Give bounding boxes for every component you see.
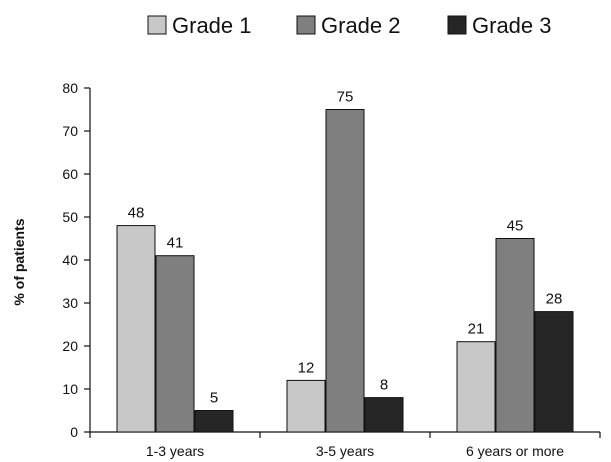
legend: Grade 1 Grade 2 Grade 3 [147, 13, 552, 38]
axes: 0 10 20 30 40 50 60 70 80 1-3 years 3-5 years 6 yea… [62, 80, 601, 459]
legend-swatch-grade-3 [447, 15, 467, 35]
data-label: 45 [507, 218, 524, 235]
legend-swatch-grade-1 [147, 15, 167, 35]
legend-swatch-grade-2 [296, 15, 316, 35]
y-tick-label: 10 [62, 381, 78, 397]
y-tick-label: 20 [62, 338, 78, 354]
bar-grade-2-3-5-years [325, 109, 365, 433]
y-tick-label: 80 [62, 80, 78, 96]
y-tick-label: 70 [62, 123, 78, 139]
bar-grade-3-3-5-years [364, 397, 404, 433]
value-labels: 48 41 5 12 75 8 21 45 28 [128, 89, 563, 407]
bar-grade-3-1-3-years [194, 410, 234, 433]
data-label: 8 [380, 377, 388, 394]
bar-grade-3-6-years-or-more [534, 311, 574, 433]
bar-grade-2-1-3-years [155, 255, 195, 433]
legend-label: Grade 1 [172, 13, 252, 38]
data-label: 75 [337, 89, 354, 106]
bar-grade-1-3-5-years [286, 379, 326, 433]
x-tick-label: 3-5 years [316, 443, 374, 459]
legend-label: Grade 3 [472, 13, 552, 38]
data-label: 48 [128, 205, 145, 222]
y-tick-label: 0 [70, 424, 78, 440]
y-tick-label: 40 [62, 252, 78, 268]
x-tick-label: 6 years or more [466, 443, 564, 459]
bars [116, 109, 574, 433]
bar-grade-1-6-years-or-more [456, 341, 496, 433]
data-label: 28 [546, 291, 563, 308]
y-tick-label: 30 [62, 295, 78, 311]
data-label: 21 [468, 321, 485, 338]
x-tick-label: 1-3 years [146, 443, 204, 459]
data-label: 41 [167, 235, 184, 252]
data-label: 12 [298, 359, 315, 376]
legend-label: Grade 2 [321, 13, 401, 38]
y-tick-label: 50 [62, 209, 78, 225]
bar-grade-2-6-years-or-more [495, 238, 535, 433]
data-label: 5 [210, 390, 218, 407]
bar-grade-1-1-3-years [116, 225, 156, 433]
y-axis-label: % of patients [11, 218, 27, 305]
y-tick-label: 60 [62, 166, 78, 182]
